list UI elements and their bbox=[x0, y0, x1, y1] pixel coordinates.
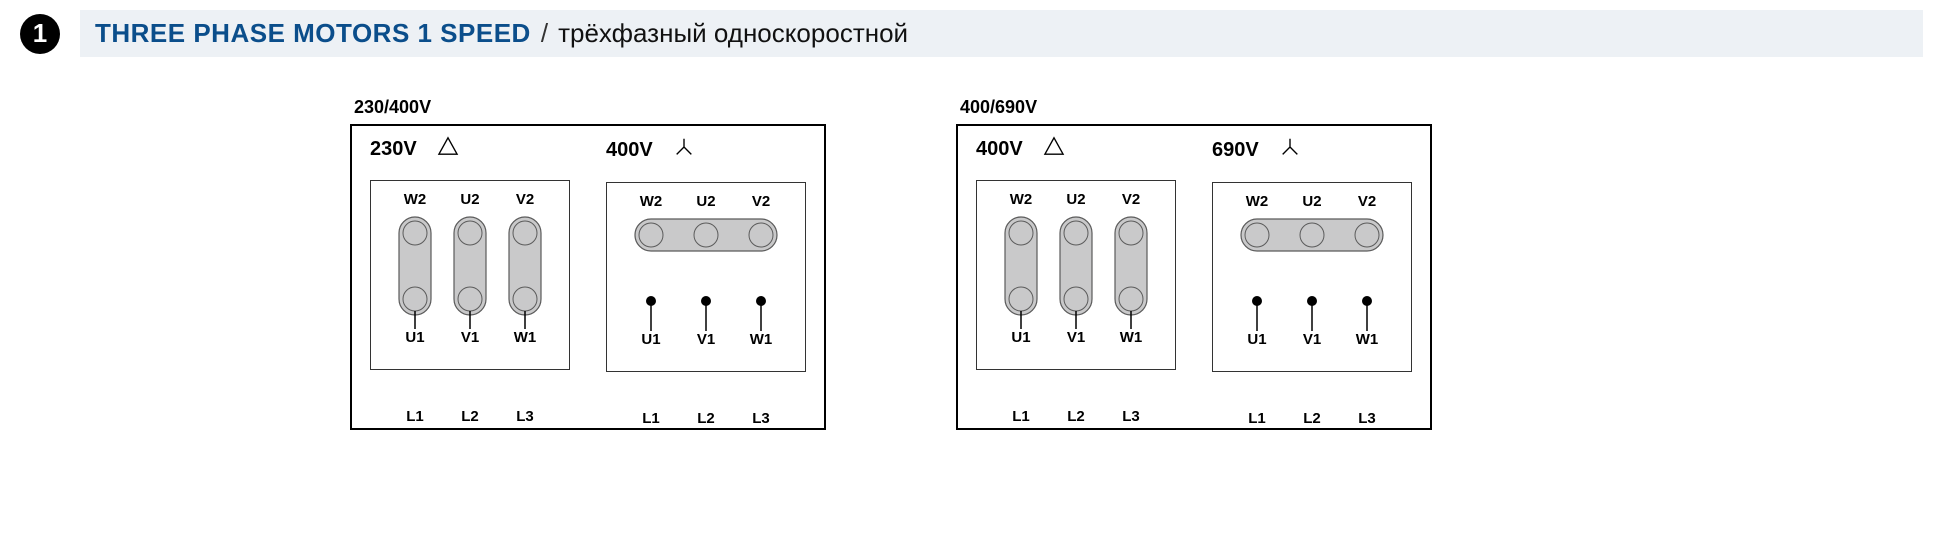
panel-voltage: 230V bbox=[370, 138, 417, 161]
group-label: 400/690V bbox=[960, 97, 1432, 118]
line-labels: L1 L2 L3 bbox=[370, 408, 570, 426]
delta-icon bbox=[1043, 136, 1065, 162]
panel-voltage: 400V bbox=[606, 139, 653, 162]
line-label: L2 bbox=[450, 408, 490, 425]
top-label: W2 bbox=[1237, 193, 1277, 210]
panel-header: 230V bbox=[370, 136, 570, 162]
voltage-group: 230/400V 230V W2 U2 V2 U1 V1 W1 L1 L2 L3 400V W2 U2 V2… bbox=[350, 97, 826, 430]
wiring-box: 400V W2 U2 V2 U1 V1 W1 L1 L2 L3 690V W2 U2 V2 U1 V1 W1 L1… bbox=[956, 124, 1432, 430]
delta-terminal-svg bbox=[991, 209, 1161, 329]
bottom-label: U1 bbox=[395, 329, 435, 346]
bottom-label: U1 bbox=[1237, 331, 1277, 348]
line-label: L3 bbox=[1347, 410, 1387, 427]
line-label: L1 bbox=[631, 410, 671, 427]
bottom-label: W1 bbox=[1347, 331, 1387, 348]
panel-header: 400V bbox=[606, 136, 806, 164]
voltage-group: 400/690V 400V W2 U2 V2 U1 V1 W1 L1 L2 L3 690V W2 U2 V2… bbox=[956, 97, 1432, 430]
line-label: L1 bbox=[1001, 408, 1041, 425]
header-row: 1 THREE PHASE MOTORS 1 SPEED / трёхфазны… bbox=[20, 10, 1923, 57]
star-terminal-svg bbox=[1227, 211, 1397, 331]
top-label: V2 bbox=[1111, 191, 1151, 208]
bottom-label: W1 bbox=[741, 331, 781, 348]
bottom-label: V1 bbox=[1292, 331, 1332, 348]
title-ru: трёхфазный односкоростной bbox=[558, 18, 908, 49]
top-label: W2 bbox=[631, 193, 671, 210]
star-terminal-svg bbox=[621, 211, 791, 331]
terminal-box: W2 U2 V2 U1 V1 W1 bbox=[606, 182, 806, 372]
bottom-label: W1 bbox=[1111, 329, 1151, 346]
wiring-box: 230V W2 U2 V2 U1 V1 W1 L1 L2 L3 400V W2 U2 V2 U1 V1 W1 L1… bbox=[350, 124, 826, 430]
top-label: U2 bbox=[1056, 191, 1096, 208]
bottom-label: V1 bbox=[1056, 329, 1096, 346]
top-label: V2 bbox=[505, 191, 545, 208]
bottom-label: V1 bbox=[450, 329, 490, 346]
terminal-box: W2 U2 V2 U1 V1 W1 bbox=[976, 180, 1176, 370]
star-icon bbox=[1279, 136, 1301, 164]
group-label: 230/400V bbox=[354, 97, 826, 118]
terminal-box: W2 U2 V2 U1 V1 W1 bbox=[370, 180, 570, 370]
top-label: U2 bbox=[450, 191, 490, 208]
delta-panel: 230V W2 U2 V2 U1 V1 W1 L1 L2 L3 bbox=[352, 126, 588, 428]
delta-terminal-svg bbox=[385, 209, 555, 329]
bottom-label: V1 bbox=[686, 331, 726, 348]
line-label: L3 bbox=[1111, 408, 1151, 425]
line-label: L1 bbox=[395, 408, 435, 425]
top-label: W2 bbox=[395, 191, 435, 208]
panel-voltage: 400V bbox=[976, 138, 1023, 161]
top-label: U2 bbox=[686, 193, 726, 210]
star-icon bbox=[673, 136, 695, 164]
top-label: V2 bbox=[741, 193, 781, 210]
section-number: 1 bbox=[20, 14, 60, 54]
panel-voltage: 690V bbox=[1212, 139, 1259, 162]
bottom-label: U1 bbox=[1001, 329, 1041, 346]
panel-header: 400V bbox=[976, 136, 1176, 162]
line-label: L2 bbox=[1292, 410, 1332, 427]
title-bar: THREE PHASE MOTORS 1 SPEED / трёхфазный … bbox=[80, 10, 1923, 57]
top-label: U2 bbox=[1292, 193, 1332, 210]
star-panel: 690V W2 U2 V2 U1 V1 W1 L1 L2 L3 bbox=[1194, 126, 1430, 428]
star-panel: 400V W2 U2 V2 U1 V1 W1 L1 L2 L3 bbox=[588, 126, 824, 428]
title-en: THREE PHASE MOTORS 1 SPEED bbox=[95, 18, 531, 49]
line-label: L3 bbox=[741, 410, 781, 427]
line-labels: L1 L2 L3 bbox=[1212, 410, 1412, 428]
line-label: L1 bbox=[1237, 410, 1277, 427]
line-labels: L1 L2 L3 bbox=[606, 410, 806, 428]
title-separator: / bbox=[541, 18, 548, 49]
delta-panel: 400V W2 U2 V2 U1 V1 W1 L1 L2 L3 bbox=[958, 126, 1194, 428]
terminal-box: W2 U2 V2 U1 V1 W1 bbox=[1212, 182, 1412, 372]
line-labels: L1 L2 L3 bbox=[976, 408, 1176, 426]
line-label: L2 bbox=[686, 410, 726, 427]
panel-header: 690V bbox=[1212, 136, 1412, 164]
top-label: V2 bbox=[1347, 193, 1387, 210]
line-label: L2 bbox=[1056, 408, 1096, 425]
top-label: W2 bbox=[1001, 191, 1041, 208]
bottom-label: U1 bbox=[631, 331, 671, 348]
diagrams-row: 230/400V 230V W2 U2 V2 U1 V1 W1 L1 L2 L3 400V W2 U2 V2… bbox=[0, 67, 1943, 460]
bottom-label: W1 bbox=[505, 329, 545, 346]
line-label: L3 bbox=[505, 408, 545, 425]
delta-icon bbox=[437, 136, 459, 162]
